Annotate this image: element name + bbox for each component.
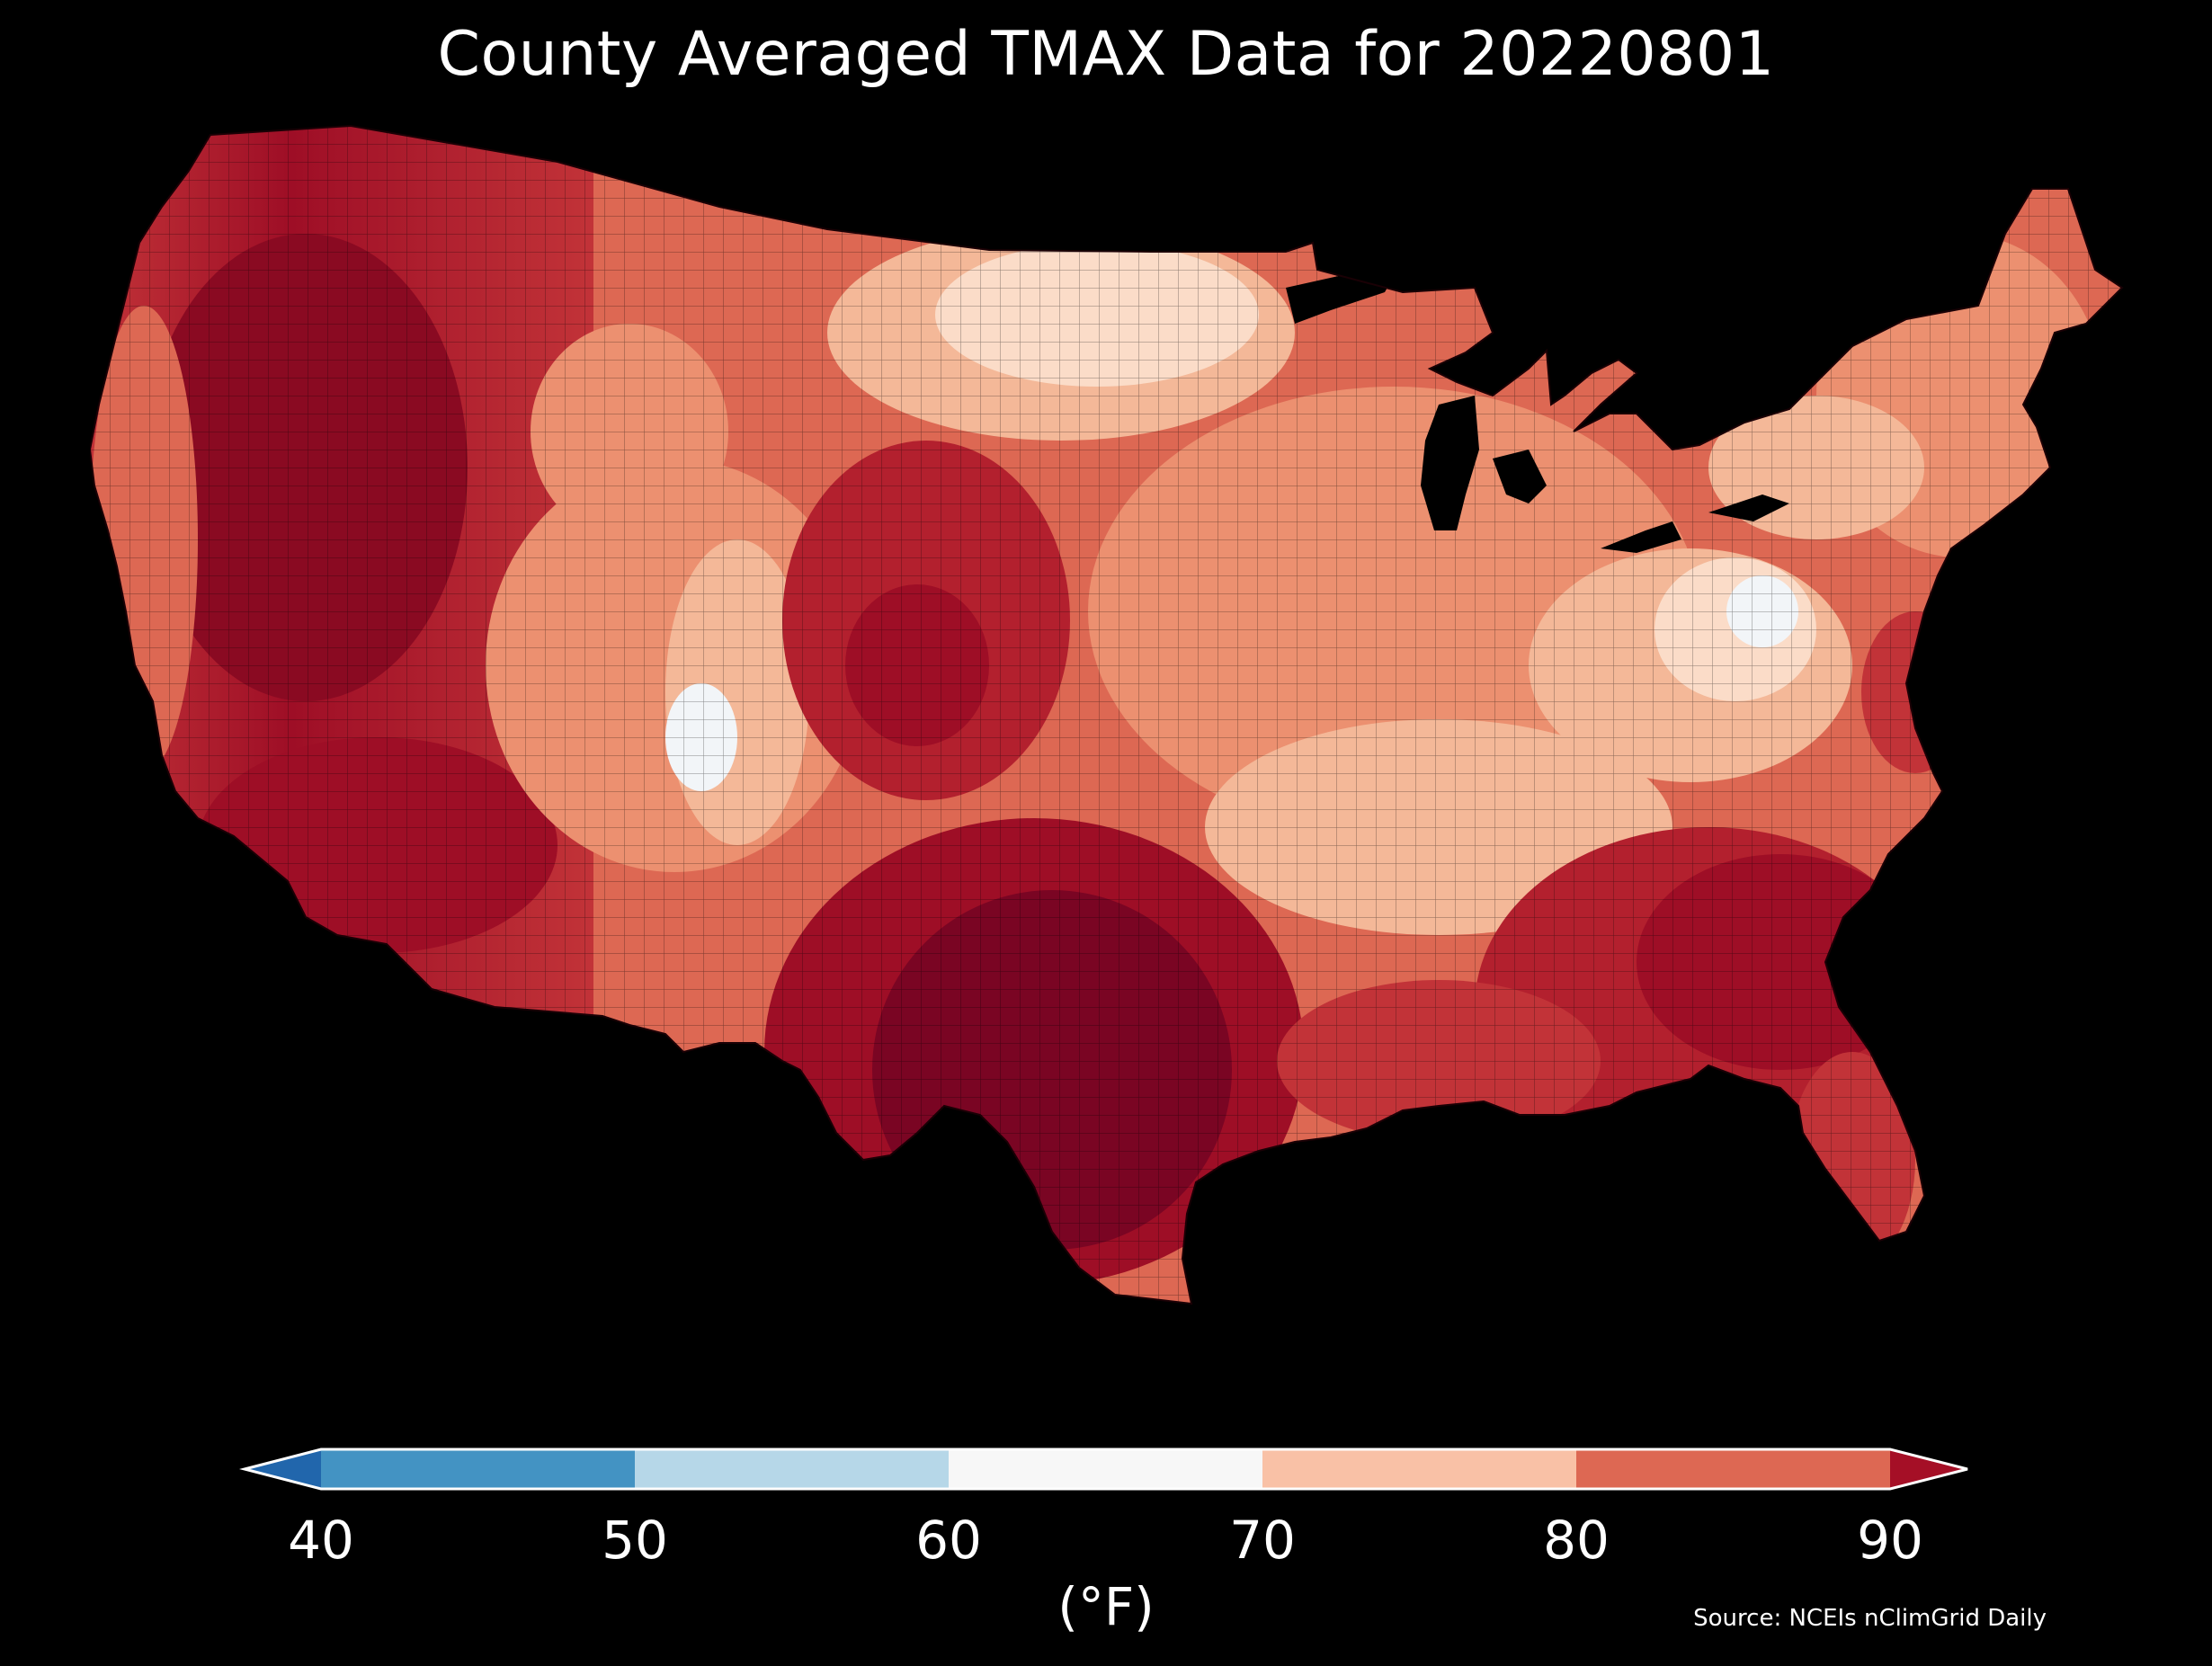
colorbar-tick-label: 70 [1229, 1510, 1296, 1571]
source-caption: Source: NCEIs nClimGrid Daily [1693, 1605, 2047, 1632]
colorbar-tick-label: 40 [288, 1510, 354, 1571]
map-title: County Averaged TMAX Data for 20220801 [437, 19, 1775, 90]
colorbar-unit-label: (°F) [1057, 1576, 1155, 1637]
colorbar-tick-label: 90 [1857, 1510, 1923, 1571]
colorbar-bin-40-50 [321, 1449, 635, 1489]
colorbar-tick-label: 60 [915, 1510, 982, 1571]
colorbar-bin-80-90 [1576, 1449, 1890, 1489]
us-county-map [90, 108, 2140, 1403]
colorbar-bin-60-70 [949, 1449, 1262, 1489]
colorbar-tick-label: 50 [602, 1510, 668, 1571]
colorbar-min-extend [245, 1449, 321, 1489]
colorbar-bin-50-60 [635, 1449, 949, 1489]
colorbar-bin-70-80 [1262, 1449, 1576, 1489]
colorbar-max-extend [1890, 1449, 1967, 1489]
colorbar [239, 1448, 1968, 1491]
colorbar-outline [239, 1448, 1968, 1491]
colorbar-tick-label: 80 [1543, 1510, 1610, 1571]
